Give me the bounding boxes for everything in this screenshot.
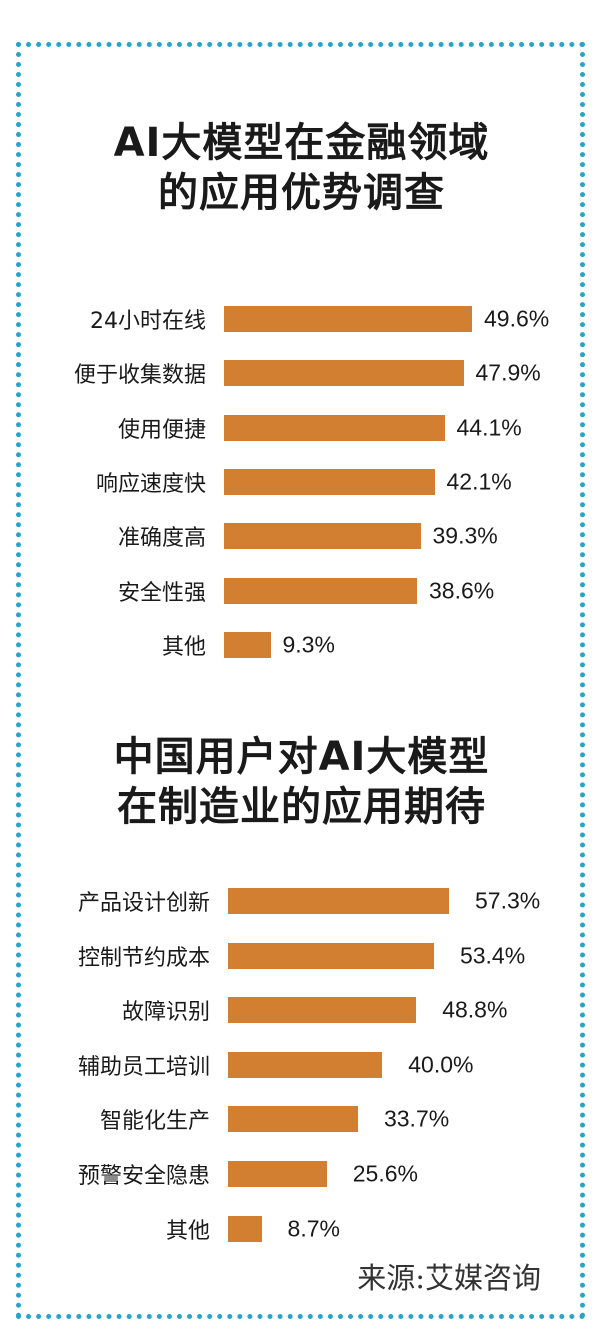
bar-row: 24小时在线 49.6%	[0, 292, 603, 346]
category-label: 智能化生产	[99, 1109, 210, 1135]
chart-1-title: AI大模型在金融领域 的应用优势调查	[0, 118, 603, 218]
chart-2-title: 中国用户对AI大模型 在制造业的应用期待	[0, 732, 603, 832]
value-label: 42.1%	[446, 468, 512, 495]
value-label: 47.9%	[475, 359, 541, 386]
value-label: 38.6%	[429, 577, 495, 603]
bar	[224, 468, 435, 495]
category-label: 响应速度快	[95, 471, 206, 497]
chart-1-title-line-2: 的应用优势调查	[158, 170, 445, 216]
value-label: 40.0%	[408, 1051, 474, 1078]
bar	[224, 577, 417, 604]
bar	[224, 306, 472, 332]
value-label: 8.7%	[287, 1215, 340, 1242]
source-credit: 来源:艾媒咨询	[357, 1261, 541, 1295]
category-label: 产品设计创新	[77, 891, 210, 916]
value-label: 57.3%	[475, 887, 541, 914]
bar	[228, 1106, 358, 1133]
bar	[224, 631, 271, 658]
category-label: 故障识别	[121, 1000, 210, 1026]
category-label: 便于收集数据	[73, 363, 206, 389]
value-label: 49.6%	[484, 305, 550, 332]
value-label: 25.6%	[352, 1160, 418, 1187]
bar-row: 使用便捷 44.1%	[0, 401, 603, 455]
category-label: 24小时在线	[90, 309, 206, 334]
bar	[224, 414, 445, 441]
bar-row: 辅助员工培训 40.0%	[0, 1038, 603, 1092]
bar	[228, 888, 449, 914]
bar	[228, 942, 434, 969]
bar-row: 安全性强 38.6%	[0, 564, 603, 618]
bar-row: 准确度高 39.3%	[0, 509, 603, 563]
bar-row: 智能化生产 33.7%	[0, 1092, 603, 1146]
value-label: 53.4%	[459, 942, 526, 969]
bar	[228, 1051, 383, 1078]
bar-row: 响应速度快 42.1%	[0, 455, 603, 509]
category-label: 控制节约成本	[77, 945, 210, 971]
value-label: 9.3%	[282, 631, 335, 658]
category-label: 准确度高	[117, 526, 206, 552]
bar	[228, 997, 417, 1024]
category-label: 其他	[161, 634, 206, 660]
chart-1-title-line-1: AI大模型在金融领域	[113, 120, 490, 166]
value-label: 39.3%	[432, 522, 498, 549]
bar-row: 其他 9.3%	[0, 618, 603, 672]
category-label: 辅助员工培训	[77, 1054, 210, 1080]
category-label: 其他	[165, 1218, 210, 1244]
bar	[224, 360, 464, 387]
chart-2-title-line-1: 中国用户对AI大模型	[113, 734, 490, 780]
category-label: 安全性强	[117, 580, 206, 606]
chart-2-title-line-2: 在制造业的应用期待	[117, 784, 486, 830]
dotted-border-frame	[16, 42, 585, 1319]
category-label: 预警安全隐患	[77, 1164, 210, 1189]
value-label: 33.7%	[383, 1105, 450, 1132]
bar-row: 产品设计创新 57.3%	[0, 874, 603, 928]
value-label: 48.8%	[442, 996, 508, 1023]
bar	[224, 523, 421, 550]
value-label: 44.1%	[456, 414, 522, 441]
bar	[228, 1215, 262, 1242]
bar-row: 其他 8.7%	[0, 1202, 603, 1256]
bar-row: 便于收集数据 47.9%	[0, 346, 603, 400]
bar-row: 控制节约成本 53.4%	[0, 929, 603, 983]
category-label: 使用便捷	[117, 417, 206, 443]
bar-row: 预警安全隐患 25.6%	[0, 1147, 603, 1201]
bar	[228, 1161, 327, 1187]
bar-row: 故障识别 48.8%	[0, 983, 603, 1037]
